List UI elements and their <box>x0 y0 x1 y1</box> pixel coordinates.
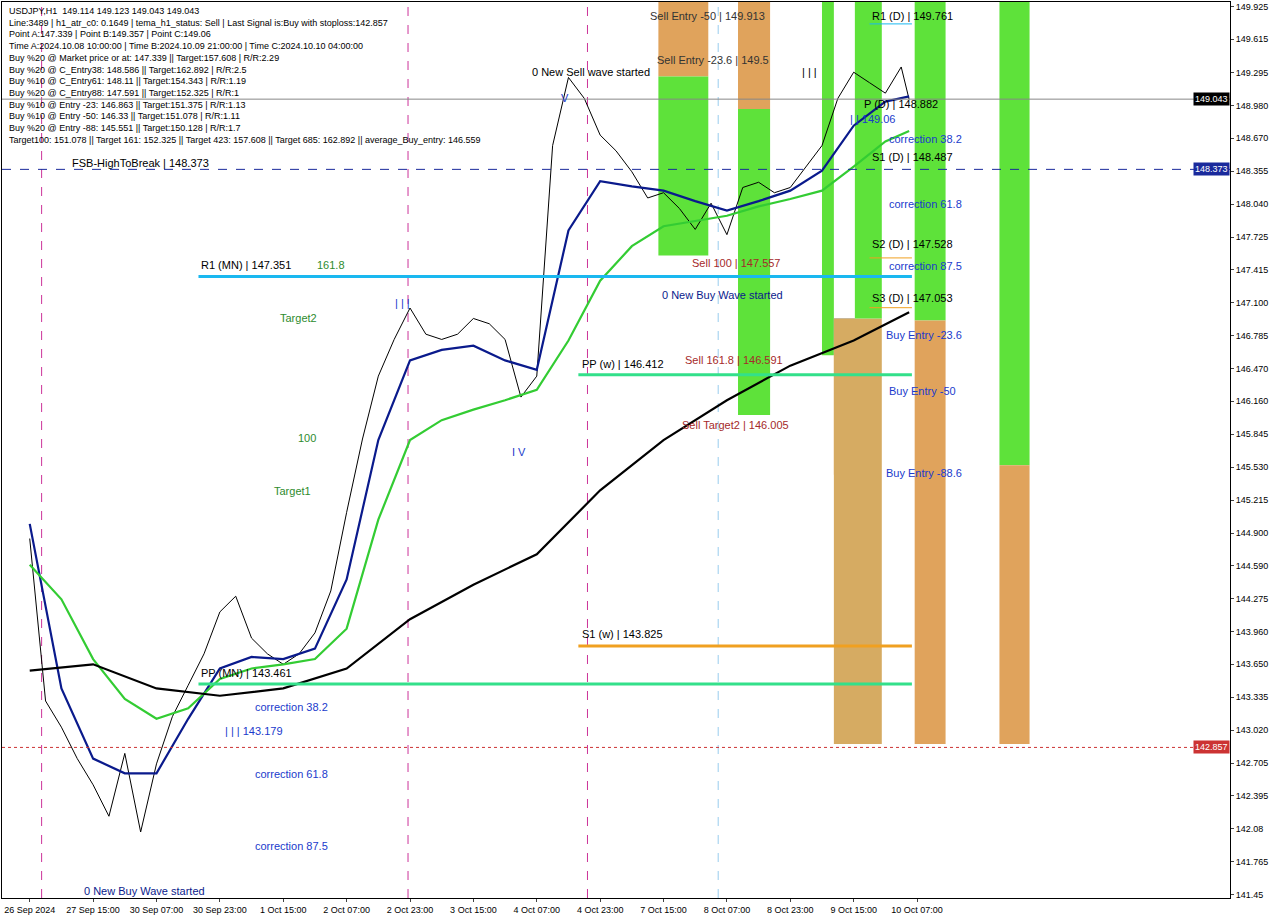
svg-text:4 Oct 07:00: 4 Oct 07:00 <box>514 905 561 915</box>
svg-text:USDJPY,H1 149.114 149.123 149: USDJPY,H1 149.114 149.123 149.043 149.04… <box>9 6 481 145</box>
svg-text:148.040: 148.040 <box>1236 199 1269 209</box>
svg-text:0 New Buy Wave started: 0 New Buy Wave started <box>662 289 783 301</box>
svg-text:143.960: 143.960 <box>1236 627 1269 637</box>
svg-text:27 Sep 15:00: 27 Sep 15:00 <box>66 905 120 915</box>
svg-text:Target1: Target1 <box>274 485 311 497</box>
svg-text:V: V <box>561 92 569 104</box>
svg-text:100: 100 <box>298 432 316 444</box>
svg-text:8 Oct 07:00: 8 Oct 07:00 <box>704 905 751 915</box>
svg-text:145.215: 145.215 <box>1236 495 1269 505</box>
svg-text:149.615: 149.615 <box>1236 34 1269 44</box>
svg-text:7 Oct 15:00: 7 Oct 15:00 <box>640 905 687 915</box>
svg-text:4 Oct 23:00: 4 Oct 23:00 <box>577 905 624 915</box>
svg-text:R1 (D) | 149.761: R1 (D) | 149.761 <box>872 10 953 22</box>
svg-text:3 Oct 15:00: 3 Oct 15:00 <box>450 905 497 915</box>
svg-text:141.45: 141.45 <box>1236 890 1264 900</box>
svg-text:147.725: 147.725 <box>1236 232 1269 242</box>
svg-text:S1 (w) | 143.825: S1 (w) | 143.825 <box>582 628 663 640</box>
svg-text:148.670: 148.670 <box>1236 133 1269 143</box>
svg-text:149.043: 149.043 <box>1195 94 1228 104</box>
svg-text:| | |: | | | <box>395 297 410 309</box>
svg-text:2 Oct 07:00: 2 Oct 07:00 <box>323 905 370 915</box>
svg-text:143.020: 143.020 <box>1236 725 1269 735</box>
svg-text:S2 (D) | 147.528: S2 (D) | 147.528 <box>872 238 953 250</box>
svg-text:Sell 100 | 147.557: Sell 100 | 147.557 <box>692 257 780 269</box>
svg-text:correction 38.2: correction 38.2 <box>255 701 328 713</box>
svg-text:30 Sep 07:00: 30 Sep 07:00 <box>130 905 184 915</box>
svg-text:142.08: 142.08 <box>1236 824 1264 834</box>
svg-text:1 Oct 15:00: 1 Oct 15:00 <box>260 905 307 915</box>
svg-text:9 Oct 15:00: 9 Oct 15:00 <box>830 905 877 915</box>
svg-text:142.395: 142.395 <box>1236 791 1269 801</box>
svg-text:148.373: 148.373 <box>1195 164 1228 174</box>
svg-text:147.415: 147.415 <box>1236 265 1269 275</box>
svg-text:148.980: 148.980 <box>1236 101 1269 111</box>
svg-text:Sell Entry -50 | 149.913: Sell Entry -50 | 149.913 <box>650 10 765 22</box>
svg-text:correction 38.2: correction 38.2 <box>889 133 962 145</box>
svg-text:PP (MN) | 143.461: PP (MN) | 143.461 <box>201 667 292 679</box>
svg-text:S1 (D) | 148.487: S1 (D) | 148.487 <box>872 151 953 163</box>
svg-text:149.295: 149.295 <box>1236 68 1269 78</box>
svg-text:correction 61.8: correction 61.8 <box>255 768 328 780</box>
svg-text:FSB-HighToBreak | 148.373: FSB-HighToBreak | 148.373 <box>72 157 209 169</box>
svg-text:Target2: Target2 <box>280 312 317 324</box>
svg-text:S3 (D) | 147.053: S3 (D) | 147.053 <box>872 292 953 304</box>
svg-text:R1 (MN) | 147.351: R1 (MN) | 147.351 <box>201 259 291 271</box>
svg-text:148.355: 148.355 <box>1236 166 1269 176</box>
svg-text:| | 149.06: | | 149.06 <box>850 113 895 125</box>
svg-text:145.845: 145.845 <box>1236 429 1269 439</box>
svg-text:146.160: 146.160 <box>1236 396 1269 406</box>
svg-text:Buy Entry -50: Buy Entry -50 <box>889 385 956 397</box>
svg-text:Sell 161.8 | 146.591: Sell 161.8 | 146.591 <box>685 354 783 366</box>
svg-text:141.765: 141.765 <box>1236 857 1269 867</box>
svg-text:147.100: 147.100 <box>1236 298 1269 308</box>
svg-text:149.925: 149.925 <box>1236 2 1269 12</box>
svg-text:8 Oct 23:00: 8 Oct 23:00 <box>767 905 814 915</box>
svg-text:144.900: 144.900 <box>1236 528 1269 538</box>
svg-text:161.8: 161.8 <box>317 259 345 271</box>
svg-text:Buy Entry -88.6: Buy Entry -88.6 <box>886 467 962 479</box>
svg-text:143.335: 143.335 <box>1236 692 1269 702</box>
svg-text:146.785: 146.785 <box>1236 331 1269 341</box>
svg-text:0 New Sell wave started: 0 New Sell wave started <box>532 66 650 78</box>
svg-text:10 Oct 07:00: 10 Oct 07:00 <box>891 905 943 915</box>
svg-text:143.650: 143.650 <box>1236 659 1269 669</box>
svg-text:correction 61.8: correction 61.8 <box>889 198 962 210</box>
svg-text:P (D) | 148.882: P (D) | 148.882 <box>864 98 938 110</box>
svg-text:| | |: | | | <box>802 66 817 78</box>
svg-text:142.857: 142.857 <box>1195 742 1228 752</box>
svg-text:144.590: 144.590 <box>1236 561 1269 571</box>
svg-text:| | | 143.179: | | | 143.179 <box>225 725 283 737</box>
svg-text:145.530: 145.530 <box>1236 462 1269 472</box>
svg-text:PP (w) | 146.412: PP (w) | 146.412 <box>582 358 664 370</box>
svg-text:146.470: 146.470 <box>1236 364 1269 374</box>
svg-text:142.705: 142.705 <box>1236 758 1269 768</box>
svg-text:I V: I V <box>512 446 526 458</box>
svg-text:2 Oct 23:00: 2 Oct 23:00 <box>387 905 434 915</box>
svg-text:144.275: 144.275 <box>1236 594 1269 604</box>
svg-text:26 Sep 2024: 26 Sep 2024 <box>4 905 55 915</box>
svg-text:30 Sep 23:00: 30 Sep 23:00 <box>193 905 247 915</box>
svg-text:Sell Entry -23.6 | 149.5: Sell Entry -23.6 | 149.5 <box>657 54 769 66</box>
svg-text:Sell Target2 | 146.005: Sell Target2 | 146.005 <box>682 419 789 431</box>
svg-text:correction 87.5: correction 87.5 <box>255 840 328 852</box>
svg-text:0 New Buy Wave started: 0 New Buy Wave started <box>84 885 205 897</box>
svg-text:Buy Entry -23.6: Buy Entry -23.6 <box>886 329 962 341</box>
svg-text:correction 87.5: correction 87.5 <box>889 260 962 272</box>
